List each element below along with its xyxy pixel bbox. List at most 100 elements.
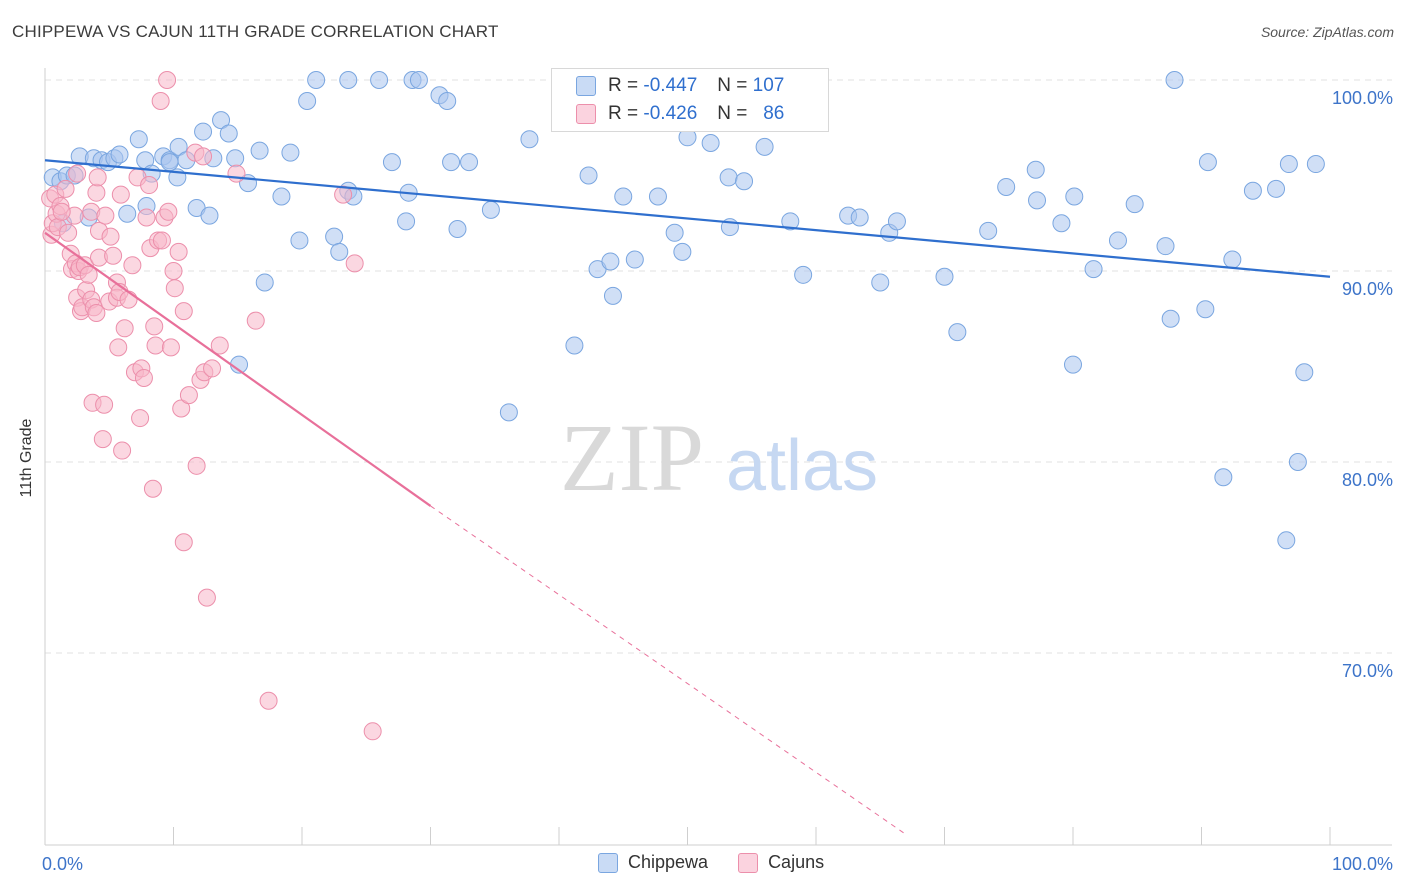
chippewa-point (701, 134, 720, 153)
chippewa-point (442, 153, 461, 172)
chippewa-point (614, 187, 633, 206)
chippewa-point (1064, 355, 1082, 374)
chippewa-point (281, 143, 300, 162)
chippewa-point (579, 166, 598, 185)
cajuns-trend-extension (430, 505, 907, 835)
chippewa-point (1065, 187, 1084, 206)
chippewa-point (1295, 363, 1314, 382)
cajuns-point (134, 368, 153, 387)
chippewa-point (948, 323, 967, 342)
cajuns-point (79, 265, 98, 284)
cajuns-point (113, 441, 132, 460)
cajuns-point (197, 588, 216, 607)
chippewa-point (330, 242, 349, 261)
legend-r-value: -0.447 (643, 75, 698, 96)
legend-item-cajuns[interactable]: Cajuns (738, 852, 824, 873)
legend-swatch-chippewa (576, 76, 596, 96)
chippewa-point (1084, 260, 1103, 279)
chippewa-point (438, 92, 457, 111)
zipatlas-watermark: ZIP atlas (560, 404, 878, 511)
watermark-atlas: atlas (726, 426, 878, 506)
chippewa-point (307, 71, 326, 89)
chippewa-point (1052, 214, 1071, 233)
chippewa-point (481, 200, 500, 219)
chippewa-point (1288, 453, 1307, 471)
chart-title: CHIPPEWA VS CAJUN 11TH GRADE CORRELATION… (12, 22, 499, 41)
chippewa-point (194, 122, 213, 141)
cajuns-point (145, 317, 164, 336)
tick-labels: 70.0% 80.0% 90.0% 100.0% 0.0% 100.0% (42, 88, 1393, 874)
chippewa-point (871, 273, 890, 292)
chippewa-point (339, 71, 358, 89)
chippewa-point (397, 212, 416, 231)
chippewa-point (1125, 195, 1144, 214)
chippewa-point (1161, 309, 1180, 328)
cajuns-point (179, 386, 198, 405)
chippewa-point (850, 208, 869, 227)
trend-lines (44, 159, 1331, 835)
legend-swatch-cajuns (576, 104, 596, 124)
cajuns-point (172, 399, 191, 418)
stats-legend: R = -0.447 N = 107 R = -0.426 N = 86 (551, 68, 829, 132)
legend-swatch-cajuns (738, 852, 759, 873)
chippewa-point (755, 137, 774, 156)
chippewa-point (250, 141, 269, 160)
legend-item-chippewa[interactable]: Chippewa (598, 852, 708, 873)
cajuns-point (143, 479, 162, 498)
cajuns-point (88, 168, 107, 187)
watermark-zip: ZIP (560, 404, 704, 511)
chippewa-point (448, 219, 467, 238)
y-tick-label: 70.0% (1342, 661, 1393, 681)
cajuns-point (52, 202, 71, 221)
chippewa-point (887, 212, 906, 231)
chippewa-point (1223, 250, 1242, 269)
cajuns-point (169, 242, 188, 261)
cajuns-point (161, 338, 180, 357)
legend-row-chippewa: R = -0.447 N = 107 (576, 75, 784, 97)
cajuns-point (363, 722, 382, 741)
legend-r-value: -0.426 (643, 103, 698, 124)
chippewa-point (603, 286, 622, 305)
cajuns-point (131, 409, 150, 428)
cajuns-point (123, 256, 142, 275)
legend-label-chippewa: Chippewa (628, 852, 709, 872)
cajuns-point (146, 336, 165, 355)
chippewa-point (370, 71, 389, 89)
y-tick-label: 90.0% (1342, 279, 1393, 299)
cajuns-point (101, 227, 120, 246)
y-tick-label: 100.0% (1332, 88, 1393, 108)
chippewa-point (255, 273, 274, 292)
chippewa-point (565, 336, 584, 355)
chippewa-point (499, 403, 518, 422)
cajuns-point (165, 279, 184, 298)
legend-label-cajuns: Cajuns (768, 852, 825, 872)
cajuns-point (246, 311, 265, 330)
chippewa-point (648, 187, 667, 206)
chippewa-point (625, 250, 644, 269)
chippewa-point (794, 265, 813, 284)
cajuns-point (152, 231, 171, 250)
source-credit: Source: ZipAtlas.com (1260, 24, 1394, 40)
legend-r-label: R = (608, 75, 639, 96)
chippewa-point (1198, 153, 1217, 172)
chippewa-point (1214, 468, 1233, 487)
cajuns-point (159, 202, 178, 221)
cajuns-point (115, 319, 134, 338)
chippewa-point (160, 153, 179, 172)
cajuns-point (87, 304, 106, 323)
chippewa-point (601, 252, 620, 271)
chippewa-point (129, 130, 148, 149)
chippewa-point (1196, 300, 1215, 319)
legend-swatch-chippewa (598, 852, 618, 873)
legend-n-value: 86 (763, 103, 785, 124)
cajuns-point (203, 359, 222, 378)
chippewa-point (1165, 71, 1184, 89)
legend-n-label: N = (717, 103, 748, 124)
cajuns-point (96, 206, 115, 225)
x-tick-label: 100.0% (1332, 854, 1393, 874)
chippewa-point (118, 204, 137, 223)
chippewa-point (290, 231, 309, 250)
cajuns-point (210, 336, 229, 355)
cajuns-trend-line (44, 231, 432, 507)
chippewa-point (382, 153, 401, 172)
